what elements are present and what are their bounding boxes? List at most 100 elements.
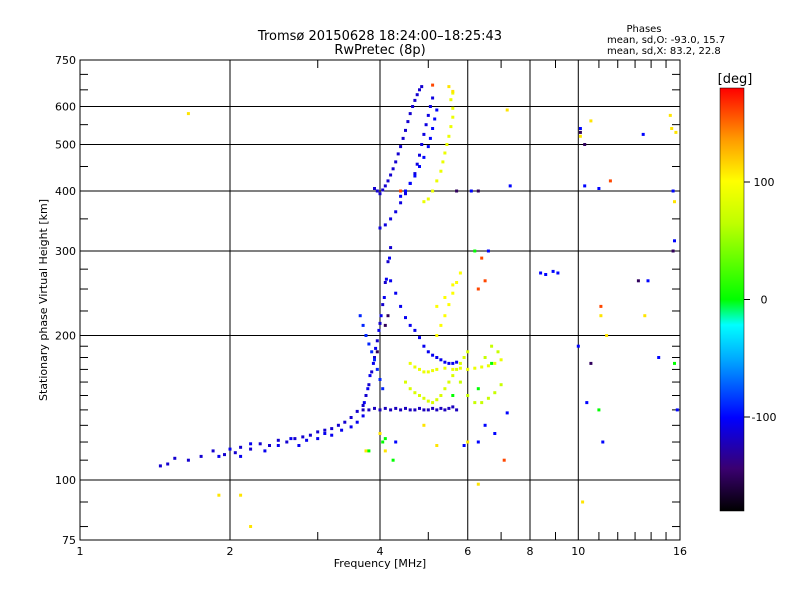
data-point: [426, 370, 430, 374]
data-point: [601, 440, 605, 444]
data-point: [426, 113, 430, 117]
data-point: [578, 130, 582, 134]
data-point: [381, 387, 385, 391]
data-point: [378, 226, 382, 230]
data-point: [249, 442, 253, 446]
data-point: [408, 387, 412, 391]
data-point: [458, 271, 462, 275]
data-point: [597, 408, 601, 412]
data-point: [355, 420, 359, 424]
stats-heading: Phases: [626, 24, 661, 35]
data-point: [418, 88, 421, 92]
data-point: [657, 356, 661, 359]
data-point: [394, 210, 398, 214]
y-tick-label: 600: [55, 101, 76, 114]
data-point: [462, 444, 466, 447]
data-point: [443, 408, 447, 412]
data-point: [466, 440, 470, 444]
x-tick-label: 10: [571, 545, 585, 558]
data-point: [675, 408, 679, 412]
data-point: [443, 314, 447, 318]
data-point: [451, 361, 455, 365]
data-point: [418, 153, 421, 157]
data-point: [435, 334, 439, 337]
data-point: [285, 440, 289, 444]
data-point: [589, 361, 593, 365]
data-point: [396, 152, 400, 156]
data-point: [431, 96, 435, 100]
data-point: [249, 525, 253, 528]
data-point: [451, 367, 455, 371]
data-point: [428, 105, 432, 108]
data-point: [599, 304, 603, 308]
data-point: [426, 399, 430, 403]
data-point: [439, 323, 443, 327]
data-point: [439, 358, 443, 362]
data-point: [373, 358, 376, 362]
data-point: [377, 328, 381, 332]
data-point: [578, 134, 582, 138]
data-point: [422, 370, 426, 374]
colorbar-ticks: 100 0 -100: [744, 176, 776, 424]
data-point: [394, 406, 398, 410]
data-point: [378, 378, 382, 381]
data-point: [451, 91, 455, 95]
data-point: [496, 350, 500, 354]
data-point: [415, 162, 419, 166]
data-point: [370, 350, 374, 354]
data-point: [413, 98, 417, 102]
data-point: [466, 350, 470, 354]
data-point: [480, 256, 484, 260]
data-point: [379, 314, 383, 318]
data-point: [386, 179, 390, 183]
data-point: [389, 408, 393, 412]
x-tick-label: 16: [673, 545, 687, 558]
data-point: [673, 361, 676, 365]
data-point: [469, 189, 473, 193]
x-axis-label: Frequency [MHz]: [334, 557, 426, 570]
data-point: [608, 179, 612, 183]
data-point: [258, 442, 262, 446]
grid-lines: [79, 60, 681, 540]
data-point: [458, 361, 462, 365]
data-point: [404, 316, 407, 320]
data-point: [544, 273, 548, 276]
data-point: [301, 435, 305, 439]
data-point: [358, 314, 362, 318]
data-point: [435, 408, 439, 412]
data-point: [539, 271, 543, 275]
data-point: [443, 151, 447, 155]
data-point: [408, 112, 412, 116]
data-point: [355, 409, 359, 413]
colorbar-label: [deg]: [718, 72, 753, 87]
data-point: [367, 449, 371, 453]
data-point: [383, 223, 387, 227]
data-point: [431, 189, 435, 193]
data-point: [431, 353, 435, 357]
data-point: [383, 323, 387, 327]
data-point: [364, 334, 368, 337]
data-point: [420, 143, 424, 146]
data-point: [399, 304, 403, 308]
data-point: [486, 396, 490, 400]
data-point: [371, 361, 375, 365]
stats-x-mode: mean, sd,X: 83.2, 22.8: [607, 46, 721, 57]
data-point: [343, 420, 347, 424]
data-point: [293, 437, 297, 441]
data-point: [439, 169, 443, 173]
data-point: [340, 428, 344, 432]
chart-subtitle: RwPretec (8p): [334, 43, 425, 58]
plot-frame: [79, 59, 681, 541]
x-tick-label: 8: [527, 545, 534, 558]
data-point: [585, 401, 589, 405]
data-point: [435, 304, 439, 308]
data-point: [276, 438, 280, 442]
x-tick-label: 2: [227, 545, 234, 558]
data-point: [670, 127, 674, 130]
data-point: [263, 449, 267, 453]
data-point: [401, 136, 405, 140]
data-point: [605, 334, 609, 337]
data-point: [378, 432, 382, 435]
data-point: [375, 367, 379, 371]
